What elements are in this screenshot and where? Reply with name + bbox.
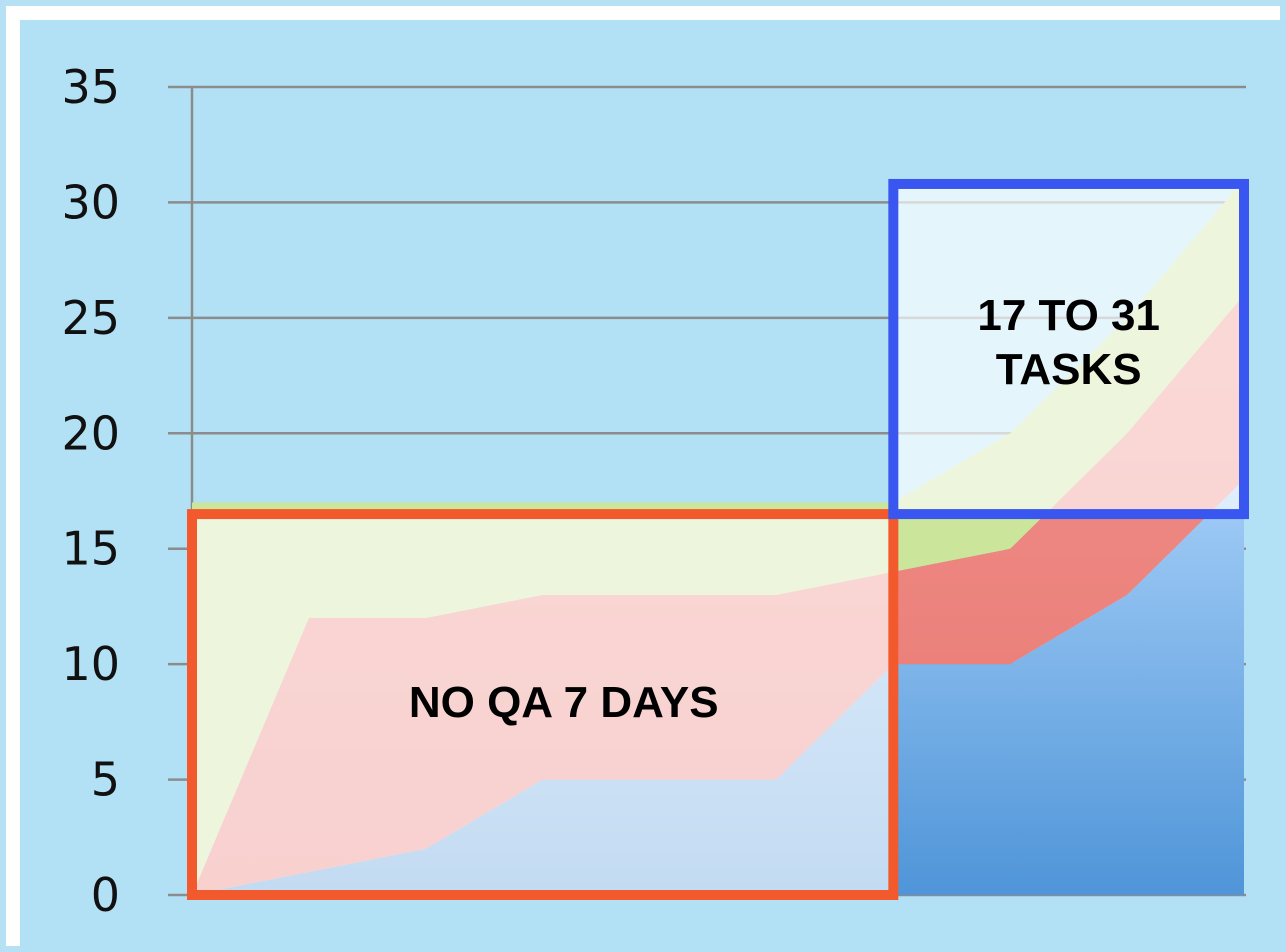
y-axis: 0 5 10 15 20 25 30 35 xyxy=(61,60,194,922)
annotations: NO QA 7 DAYS 17 TO 31 TASKS xyxy=(187,178,1249,900)
y-tick-label: 35 xyxy=(61,60,120,114)
annotation-box xyxy=(888,178,1249,520)
area-series-1 xyxy=(192,479,1244,895)
annotation-box xyxy=(187,509,899,900)
chart-svg: 0 5 10 15 20 25 30 35 NO QA 7 DAYS 17 TO 31 TASKS xyxy=(61,60,1249,922)
annotation-text: TASKS xyxy=(996,345,1142,394)
chart-panel: 0 5 10 15 20 25 30 35 NO QA 7 DAYS 17 TO 31 TASKS xyxy=(20,20,1286,952)
annotation-text: NO QA 7 DAYS xyxy=(409,678,719,727)
y-tick-label: 25 xyxy=(61,291,120,345)
y-tick-label: 10 xyxy=(61,637,120,691)
y-tick-label: 15 xyxy=(61,522,120,576)
y-tick-label: 5 xyxy=(91,753,120,807)
annotation-text: 17 TO 31 xyxy=(977,291,1160,340)
y-tick-label: 30 xyxy=(61,175,120,229)
y-tick-label: 0 xyxy=(91,868,120,922)
y-tick-label: 20 xyxy=(61,406,120,460)
